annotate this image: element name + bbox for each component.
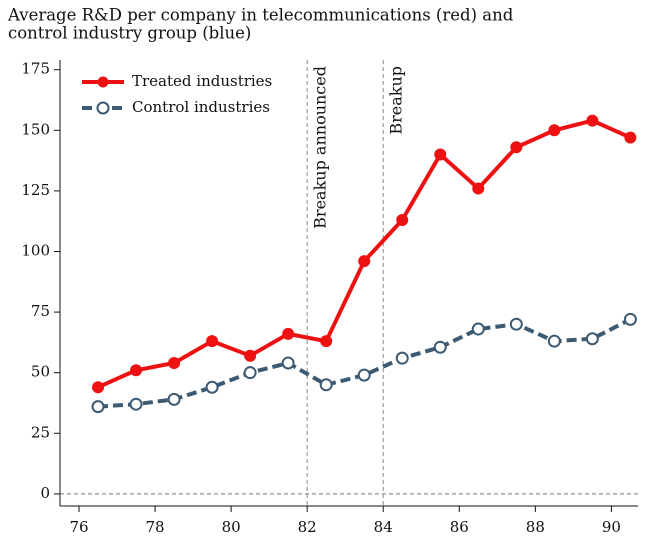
chart-title: Average R&D per company in telecommunica… [7, 6, 514, 25]
data-point [243, 366, 257, 380]
data-point [434, 148, 447, 161]
data-point [92, 381, 105, 394]
x-tick-label: 84 [374, 518, 393, 536]
data-point [167, 392, 181, 406]
data-point [130, 364, 143, 377]
series-line [97, 118, 632, 390]
data-point [623, 312, 637, 326]
y-tick-label: 50 [31, 363, 50, 381]
x-tick-label: 90 [602, 518, 621, 536]
data-point [472, 182, 485, 195]
data-point [547, 334, 561, 348]
data-point [358, 255, 371, 268]
data-point [509, 317, 523, 331]
data-point [510, 141, 523, 154]
data-point [585, 332, 599, 346]
data-point [320, 335, 333, 348]
event-label: Breakup announced [311, 66, 330, 229]
data-point [91, 400, 105, 414]
data-point [281, 356, 295, 370]
y-tick-label: 125 [21, 181, 50, 199]
data-point [433, 340, 447, 354]
x-tick-label: 88 [526, 518, 545, 536]
event-label: Breakup [387, 66, 406, 135]
data-point [319, 378, 333, 392]
chart-title: control industry group (blue) [8, 24, 251, 43]
x-tick-label: 82 [298, 518, 317, 536]
y-tick-label: 25 [31, 423, 50, 441]
y-tick-label: 175 [21, 60, 50, 78]
legend-marker [97, 76, 109, 88]
data-point [244, 349, 257, 362]
data-point [586, 114, 599, 127]
data-point [624, 131, 637, 144]
x-tick-label: 80 [222, 518, 241, 536]
y-tick-label: 100 [21, 241, 50, 259]
legend-marker [96, 101, 110, 115]
data-point [357, 368, 371, 382]
data-point [205, 380, 219, 394]
y-tick-label: 150 [21, 120, 50, 138]
data-point [471, 322, 485, 336]
y-tick-label: 75 [31, 302, 50, 320]
data-point [548, 124, 561, 137]
x-tick-label: 86 [450, 518, 469, 536]
data-point [129, 397, 143, 411]
data-point [168, 356, 181, 369]
legend-label: Control industries [132, 98, 270, 116]
data-point [396, 213, 409, 226]
x-tick-label: 78 [146, 518, 165, 536]
x-tick-label: 76 [69, 518, 88, 536]
data-point [206, 335, 219, 348]
data-point [395, 351, 409, 365]
y-tick-label: 0 [40, 484, 50, 502]
data-point [282, 327, 295, 340]
legend-label: Treated industries [132, 72, 272, 90]
